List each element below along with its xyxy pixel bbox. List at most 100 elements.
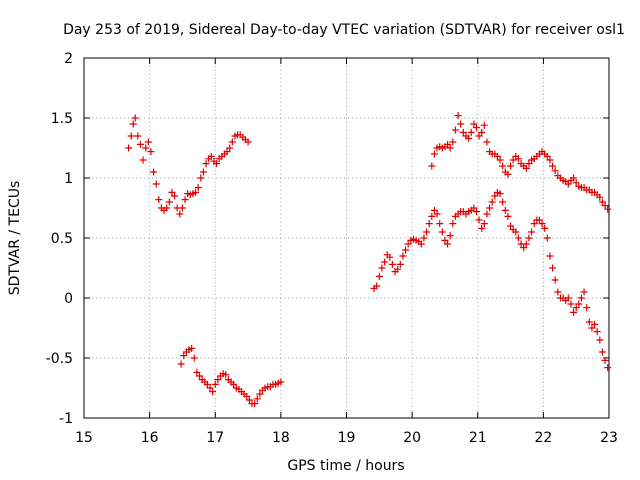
data-point [190, 354, 198, 362]
data-point [475, 216, 483, 224]
data-point [155, 196, 163, 204]
data-point [230, 380, 238, 388]
data-point [209, 388, 217, 396]
data-point [459, 128, 467, 136]
data-point [228, 138, 236, 146]
grid [84, 58, 609, 418]
data-point [504, 170, 512, 178]
data-point [226, 144, 234, 152]
data-point [206, 384, 214, 392]
data-point [496, 190, 504, 198]
data-point [171, 192, 179, 200]
data-point [551, 167, 559, 175]
data-point [530, 220, 538, 228]
data-point [129, 120, 137, 128]
data-point [428, 212, 436, 220]
data-point [509, 156, 517, 164]
data-point [192, 188, 200, 196]
data-point [245, 396, 253, 404]
data-point [475, 132, 483, 140]
data-point [567, 300, 575, 308]
data-point [222, 371, 230, 379]
data-point [480, 121, 488, 129]
data-point [570, 174, 578, 182]
data-point [591, 320, 599, 328]
x-tick-label: 22 [534, 430, 552, 446]
data-point [546, 156, 554, 164]
data-point [514, 155, 522, 163]
data-point [150, 168, 158, 176]
data-point [483, 210, 491, 218]
data-point [196, 372, 203, 380]
data-point [577, 294, 585, 302]
data-point [193, 368, 201, 376]
x-tick-label: 20 [403, 430, 421, 446]
data-point [525, 234, 533, 242]
data-point [564, 180, 572, 188]
series-segment-1-upper [125, 114, 252, 218]
data-point [546, 252, 554, 260]
data-point [499, 198, 507, 206]
data-point [256, 390, 264, 398]
y-tick-label: -1 [59, 411, 73, 427]
data-point [580, 288, 588, 296]
data-point [549, 264, 557, 272]
x-axis-label: GPS time / hours [287, 458, 404, 474]
y-tick-label: 2 [64, 51, 73, 67]
data-point [596, 193, 604, 201]
data-point [134, 132, 142, 140]
data-point [386, 253, 394, 261]
y-tick-label: 0 [64, 291, 73, 307]
data-point [496, 156, 504, 164]
data-point [446, 144, 454, 152]
data-point [202, 160, 210, 168]
data-point [596, 336, 604, 344]
data-point [478, 224, 486, 232]
data-point [472, 208, 480, 216]
data-point [394, 265, 402, 273]
data-point [144, 138, 152, 146]
data-point [585, 318, 593, 326]
data-point [207, 152, 215, 160]
data-point [181, 196, 189, 204]
data-point [604, 364, 612, 372]
data-point [583, 304, 591, 312]
data-point [488, 198, 496, 206]
x-tick-label: 19 [338, 430, 356, 446]
data-point [572, 179, 580, 187]
y-tick-label: 1 [64, 171, 73, 187]
data-point [507, 162, 515, 170]
data-point [178, 204, 186, 212]
x-tick-label: 18 [272, 430, 290, 446]
data-point [131, 114, 139, 122]
x-tick-label: 21 [469, 430, 487, 446]
y-tick-label: 1.5 [51, 111, 73, 127]
data-point [541, 224, 549, 232]
data-point [601, 356, 609, 364]
data-point [423, 228, 431, 236]
data-point [430, 206, 438, 214]
data-point [441, 236, 449, 244]
data-point [444, 240, 452, 248]
chart-title: Day 253 of 2019, Sidereal Day-to-day VTE… [63, 22, 625, 38]
data-point [449, 138, 457, 146]
data-point [388, 260, 396, 268]
data-point [152, 180, 160, 188]
series-segment-1-lower [177, 344, 285, 408]
data-point [525, 160, 533, 168]
data-point [243, 392, 251, 400]
data-point [142, 144, 150, 152]
data-point [570, 308, 578, 316]
data-point [125, 144, 133, 152]
data-point [520, 244, 528, 252]
data-point [223, 148, 231, 156]
x-tick-label: 17 [206, 430, 224, 446]
data-point [604, 205, 612, 213]
data-point [404, 240, 412, 248]
data-point [549, 162, 557, 170]
tick-labels: 15 16 17 18 19 20 21 22 23 -1 -0.5 0 0.5 1 1.5 2 [46, 51, 618, 446]
data-point [402, 246, 410, 254]
data-point [598, 348, 606, 356]
data-point [504, 212, 512, 220]
